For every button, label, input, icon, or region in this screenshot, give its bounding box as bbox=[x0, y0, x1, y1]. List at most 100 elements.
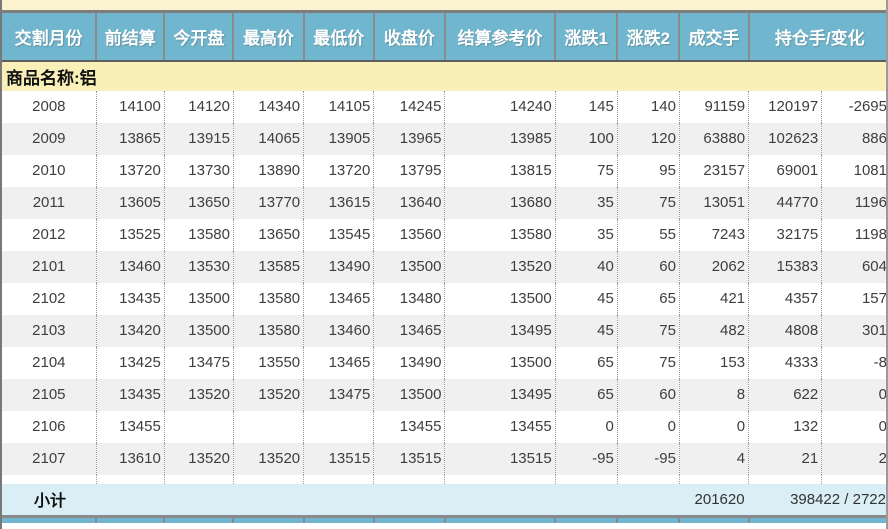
cell-settlement-ref: 13500 bbox=[444, 282, 556, 315]
cell-high: 13580 bbox=[233, 282, 305, 315]
next-section-header-strip bbox=[2, 515, 886, 523]
cell-change2: 120 bbox=[617, 122, 680, 155]
cell-delivery-month: 2101 bbox=[2, 250, 97, 283]
subtotal-label: 小计 bbox=[2, 483, 97, 517]
cell-high: 14065 bbox=[233, 122, 305, 155]
cell-change2: 60 bbox=[617, 378, 680, 411]
cell-oi-change: -8 bbox=[821, 346, 886, 379]
subtotal-row: 小计 201620 398422 / 2722 bbox=[2, 483, 886, 517]
cell-open: 13520 bbox=[164, 378, 234, 411]
cell-close: 13640 bbox=[373, 186, 446, 219]
cell-settlement-ref: 13985 bbox=[444, 122, 556, 155]
cell-low: 13465 bbox=[303, 346, 375, 379]
cell-volume: 482 bbox=[679, 314, 750, 347]
cell-change2: 140 bbox=[617, 90, 680, 123]
cell-close: 13500 bbox=[373, 250, 446, 283]
cell-low: 14105 bbox=[303, 90, 375, 123]
cell-change1: 0 bbox=[555, 410, 618, 443]
cell-low: 13545 bbox=[303, 218, 375, 251]
cell-close: 13480 bbox=[373, 282, 446, 315]
subtotal-filler bbox=[96, 483, 680, 517]
cell-open: 13530 bbox=[164, 250, 234, 283]
cell-volume: 13051 bbox=[679, 186, 750, 219]
cell-prev-settlement: 13865 bbox=[96, 122, 165, 155]
cell-open-interest: 132 bbox=[748, 410, 823, 443]
cell-prev-settlement: 13420 bbox=[96, 314, 165, 347]
cell-open-interest: 69001 bbox=[748, 154, 823, 187]
cell-oi-change: 1196 bbox=[821, 186, 886, 219]
cell-open-interest: 120197 bbox=[748, 90, 823, 123]
cell-change1: 75 bbox=[555, 154, 618, 187]
col-header-volume: 成交手 bbox=[679, 11, 750, 62]
cell-change2: -95 bbox=[617, 442, 680, 475]
cell-oi-change: 157 bbox=[821, 282, 886, 315]
table-row: 2010 13720 13730 13890 13720 13795 13815… bbox=[2, 154, 886, 187]
cell-close: 13560 bbox=[373, 218, 446, 251]
cell-oi-change: 604 bbox=[821, 250, 886, 283]
cell-change2: 75 bbox=[617, 314, 680, 347]
cell-open: 13500 bbox=[164, 314, 234, 347]
cell-volume: 4 bbox=[679, 442, 750, 475]
cell-close: 13965 bbox=[373, 122, 446, 155]
cell-high: 14340 bbox=[233, 90, 305, 123]
cell-open: 13475 bbox=[164, 346, 234, 379]
table-row: 2012 13525 13580 13650 13545 13560 13580… bbox=[2, 218, 886, 251]
cell-settlement-ref: 13580 bbox=[444, 218, 556, 251]
cell-high: 13580 bbox=[233, 314, 305, 347]
futures-quotes-table: 交割月份 前结算 今开盘 最高价 最低价 收盘价 结算参考价 涨跌1 涨跌2 成… bbox=[2, 10, 886, 523]
col-header-delivery-month: 交割月份 bbox=[2, 11, 98, 62]
cell-delivery-month: 2102 bbox=[2, 282, 97, 315]
cell-change1: 45 bbox=[555, 282, 618, 315]
cell-open bbox=[164, 410, 234, 443]
cell-close: 13795 bbox=[373, 154, 446, 187]
cell-change1: -95 bbox=[555, 442, 618, 475]
table-row: 2101 13460 13530 13585 13490 13500 13520… bbox=[2, 250, 886, 283]
cell-close: 13490 bbox=[373, 346, 446, 379]
cell-open-interest: 32175 bbox=[748, 218, 823, 251]
cell-volume: 8 bbox=[679, 378, 750, 411]
cell-low: 13490 bbox=[303, 250, 375, 283]
table-row: 2011 13605 13650 13770 13615 13640 13680… bbox=[2, 186, 886, 219]
cell-settlement-ref: 14240 bbox=[444, 90, 556, 123]
cell-change2: 95 bbox=[617, 154, 680, 187]
cell-close: 14245 bbox=[373, 90, 446, 123]
cell-open-interest: 15383 bbox=[748, 250, 823, 283]
table-row: 2106 13455 13455 13455 0 0 0 132 0 bbox=[2, 410, 886, 443]
cell-prev-settlement: 13720 bbox=[96, 154, 165, 187]
commodity-name-label: 商品名称:铝 bbox=[2, 60, 886, 91]
table-row: 2102 13435 13500 13580 13465 13480 13500… bbox=[2, 282, 886, 315]
table-header-row: 交割月份 前结算 今开盘 最高价 最低价 收盘价 结算参考价 涨跌1 涨跌2 成… bbox=[2, 11, 886, 62]
cell-delivery-month: 2009 bbox=[2, 122, 97, 155]
cell-volume: 2062 bbox=[679, 250, 750, 283]
subtotal-open-interest-change: 398422 / 2722 bbox=[748, 483, 886, 517]
col-header-prev-settlement: 前结算 bbox=[96, 11, 166, 62]
cell-oi-change: 1198 bbox=[821, 218, 886, 251]
table-row: 2008 14100 14120 14340 14105 14245 14240… bbox=[2, 90, 886, 123]
cell-close: 13500 bbox=[373, 378, 446, 411]
cell-high: 13650 bbox=[233, 218, 305, 251]
cell-delivery-month: 2011 bbox=[2, 186, 97, 219]
cell-oi-change: 301 bbox=[821, 314, 886, 347]
cell-settlement-ref: 13455 bbox=[444, 410, 556, 443]
cell-change2: 75 bbox=[617, 346, 680, 379]
cell-settlement-ref: 13495 bbox=[444, 314, 556, 347]
cell-open-interest: 44770 bbox=[748, 186, 823, 219]
cell-high: 13890 bbox=[233, 154, 305, 187]
cell-volume: 0 bbox=[679, 410, 750, 443]
cell-change2: 60 bbox=[617, 250, 680, 283]
cell-volume: 91159 bbox=[679, 90, 750, 123]
cell-low: 13515 bbox=[303, 442, 375, 475]
cell-open: 14120 bbox=[164, 90, 234, 123]
cell-volume: 63880 bbox=[679, 122, 750, 155]
cell-prev-settlement: 13525 bbox=[96, 218, 165, 251]
cell-settlement-ref: 13680 bbox=[444, 186, 556, 219]
cell-change1: 35 bbox=[555, 186, 618, 219]
cell-change1: 45 bbox=[555, 314, 618, 347]
col-header-change2: 涨跌2 bbox=[617, 11, 681, 62]
cell-high: 13520 bbox=[233, 442, 305, 475]
table-row: 2107 13610 13520 13520 13515 13515 13515… bbox=[2, 442, 886, 475]
cell-change2: 55 bbox=[617, 218, 680, 251]
cell-open: 13730 bbox=[164, 154, 234, 187]
cell-settlement-ref: 13515 bbox=[444, 442, 556, 475]
